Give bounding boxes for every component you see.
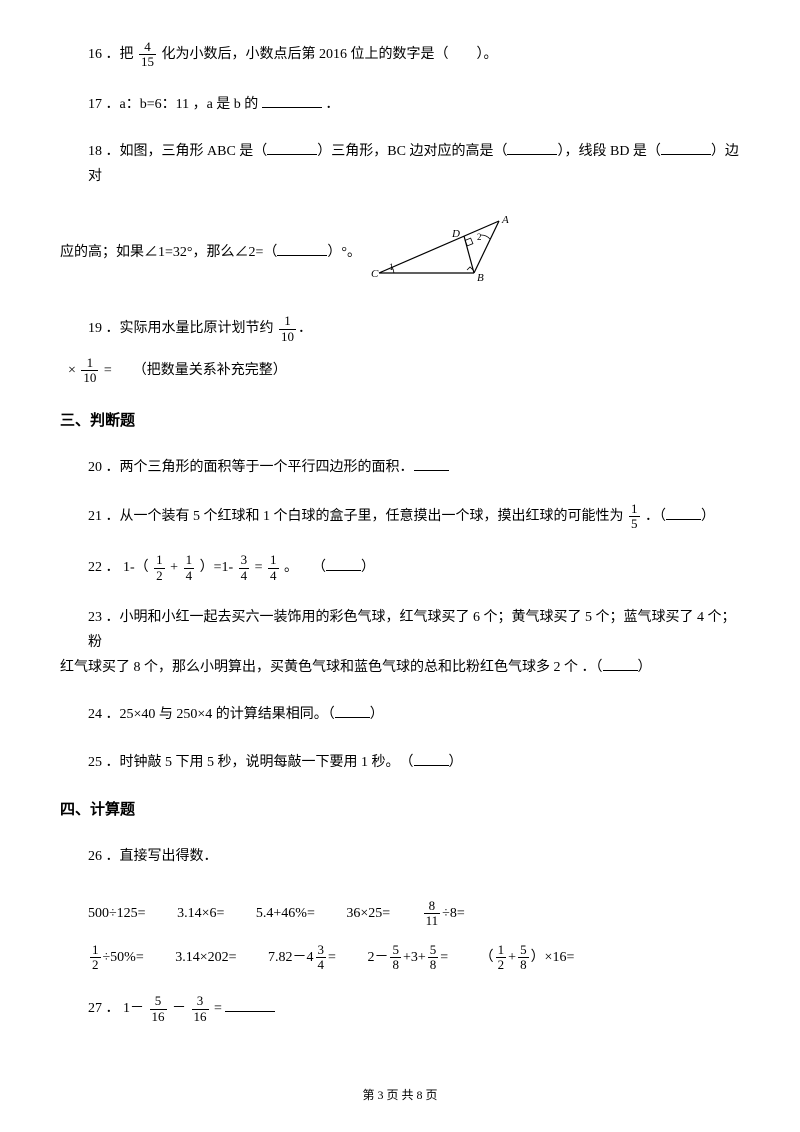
q19-frac2: 1 10: [81, 356, 98, 386]
svg-text:1: 1: [389, 262, 394, 272]
q22-blank: [326, 557, 361, 571]
q16-fraction: 4 15: [139, 40, 156, 70]
section-3-title: 三、判断题: [60, 408, 740, 435]
q19-line2: × 1 10 = （把数量关系补充完整）: [68, 356, 740, 386]
page-footer: 第 3 页 共 8 页: [0, 1085, 800, 1107]
q26-row2: 12÷50%= 3.14×202= 7.82－434= 2－58+3+58= （…: [60, 943, 740, 973]
q24-blank: [335, 704, 370, 718]
question-18: 18 ．如图，三角形 ABC 是（）三角形，BC 边对应的高是（），线段 BD …: [60, 139, 740, 293]
q19-frac1: 1 10: [279, 314, 296, 344]
q19-line1: 19 ．实际用水量比原计划节约 1 10 ．: [88, 314, 740, 344]
q18-blank2: [507, 141, 557, 155]
q27-blank: [225, 998, 275, 1012]
q26-title: 26 ．直接写出得数．: [60, 844, 740, 869]
question-21: 21 ．从一个装有 5 个红球和 1 个白球的盒子里，任意摸出一个球，摸出红球的…: [60, 502, 740, 532]
question-19: 19 ．实际用水量比原计划节约 1 10 ． × 1 10 = （把数量关系补充…: [60, 314, 740, 385]
triangle-diagram: A B C D 1 2: [369, 213, 519, 292]
q16-prefix: 16 ．把: [88, 47, 134, 62]
q18-line1: 18 ．如图，三角形 ABC 是（）三角形，BC 边对应的高是（），线段 BD …: [60, 139, 740, 189]
q25-blank: [414, 752, 449, 766]
q18-line2: 应的高；如果∠1=32°，那么∠2=（）°。 A B C D 1 2: [60, 213, 740, 292]
q26-row1: 500÷125= 3.14×6= 5.4+46%= 36×25= 811÷8=: [60, 899, 740, 929]
q18-blank3: [661, 141, 711, 155]
question-23: 23 ．小明和小红一起去买六一装饰用的彩色气球，红气球买了 6 个；黄气球买了 …: [60, 605, 740, 681]
question-20: 20 ．两个三角形的面积等于一个平行四边形的面积．: [60, 455, 740, 480]
question-27: 27 ． 1－ 516 － 316 =: [60, 994, 740, 1024]
q16-suffix: 化为小数后，小数点后第 2016 位上的数字是（ ）。: [162, 47, 498, 62]
q17-blank: [262, 94, 322, 108]
q20-blank: [414, 457, 449, 471]
q21-blank: [666, 506, 701, 520]
question-24: 24 ．25×40 与 250×4 的计算结果相同。（）: [60, 702, 740, 727]
question-25: 25 ．时钟敲 5 下用 5 秒，说明每敲一下要用 1 秒。 （）: [60, 750, 740, 775]
q18-blank1: [267, 141, 317, 155]
q18-blank4: [277, 242, 327, 256]
svg-text:D: D: [451, 228, 460, 240]
question-26: 26 ．直接写出得数． 500÷125= 3.14×6= 5.4+46%= 36…: [60, 844, 740, 972]
q17-suffix: ．: [325, 97, 339, 112]
question-22: 22 ． 1-（ 12 + 14 ）=1- 34 = 14 。 （）: [60, 553, 740, 583]
q21-frac: 1 5: [629, 502, 640, 532]
q23-blank: [603, 657, 638, 671]
svg-text:2: 2: [477, 232, 482, 242]
question-17: 17 ．a：b=6：11 ，a 是 b 的 ．: [60, 92, 740, 117]
section-4-title: 四、计算题: [60, 797, 740, 824]
svg-text:A: A: [501, 214, 509, 226]
svg-text:C: C: [371, 268, 379, 280]
svg-text:B: B: [477, 272, 484, 283]
q17-text: 17 ．a：b=6：11 ，a 是 b 的: [88, 97, 258, 112]
question-16: 16 ．把 4 15 化为小数后，小数点后第 2016 位上的数字是（ ）。: [60, 40, 740, 70]
